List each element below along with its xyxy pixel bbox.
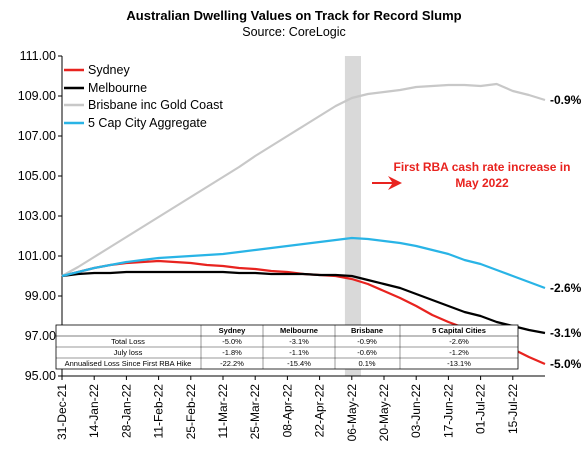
table-cell: -22.2%: [220, 359, 244, 368]
series-line-brisbane-inc-gold-coast: [61, 82, 546, 277]
table-header-5-capital-cities: 5 Capital Cities: [432, 326, 486, 335]
x-tick-label: 06-May-22: [345, 384, 359, 442]
legend-label-brisbane: Brisbane inc Gold Coast: [88, 98, 223, 112]
table-header-melbourne: Melbourne: [280, 326, 318, 335]
end-labels: -5.0% -3.1% -0.9% -2.6%: [550, 93, 582, 371]
x-tick-label: 28-Jan-22: [119, 384, 133, 438]
legend: Sydney Melbourne Brisbane inc Gold Coast…: [64, 63, 223, 130]
table-cell: -3.1%: [289, 337, 309, 346]
legend-label-5-cap-city: 5 Cap City Aggregate: [88, 116, 207, 130]
chart-title: Australian Dwelling Values on Track for …: [126, 8, 461, 23]
chart-subtitle: Source: CoreLogic: [242, 25, 346, 39]
x-tick-label: 22-Apr-22: [313, 384, 327, 438]
end-label-melbourne: -3.1%: [550, 326, 582, 340]
table-cell: -13.1%: [447, 359, 471, 368]
x-tick-label: 20-May-22: [377, 384, 391, 442]
rba-annotation: First RBA cash rate increase in May 2022: [372, 160, 570, 190]
table-header-sydney: Sydney: [219, 326, 247, 335]
x-tick-label: 25-Feb-22: [184, 384, 198, 440]
y-tick-label: 109.00: [18, 89, 56, 103]
table-cell: -0.9%: [357, 337, 377, 346]
table-cell: -15.4%: [287, 359, 311, 368]
y-tick-label: 99.00: [25, 289, 56, 303]
end-label-brisbane-inc-gold-coast: -0.9%: [550, 93, 582, 107]
table-cell: 0.1%: [358, 359, 375, 368]
x-tick-label: 08-Apr-22: [280, 384, 294, 438]
table-row-label: Total Loss: [111, 337, 145, 346]
table-row-label: Annualised Loss Since First RBA Hike: [65, 359, 192, 368]
annotation-line-1: First RBA cash rate increase in: [394, 160, 571, 174]
table-cell: -2.6%: [449, 337, 469, 346]
y-tick-label: 103.00: [18, 209, 56, 223]
table-header-brisbane: Brisbane: [351, 326, 383, 335]
end-label-sydney: -5.0%: [550, 357, 582, 371]
table-cell: -0.6%: [357, 348, 377, 357]
end-label-5-cap-city-aggregate: -2.6%: [550, 281, 582, 295]
loss-table: Sydney Melbourne Brisbane 5 Capital Citi…: [55, 324, 519, 370]
y-tick-label: 107.00: [18, 129, 56, 143]
table-cell: -1.2%: [449, 348, 469, 357]
annotation-arrow-icon: [372, 176, 402, 190]
y-tick-label: 95.00: [25, 369, 56, 383]
y-tick-label: 105.00: [18, 169, 56, 183]
x-tick-label: 11-Mar-22: [216, 384, 230, 439]
series-line-5-cap-city-aggregate: [61, 236, 546, 290]
rba-shaded-band-layer: [344, 56, 361, 376]
table-cell: -5.0%: [222, 337, 242, 346]
x-tick-label: 17-Jun-22: [441, 384, 455, 438]
annotation-line-2: May 2022: [455, 176, 509, 190]
rba-shaded-band: [344, 56, 361, 376]
x-tick-label: 25-Mar-22: [248, 384, 262, 440]
series-line-melbourne: [61, 270, 546, 335]
y-tick-label: 111.00: [20, 49, 56, 63]
x-tick-label: 14-Jan-22: [87, 384, 101, 438]
table-row-label: July loss: [114, 348, 143, 357]
x-tick-label: 31-Dec-21: [55, 384, 69, 440]
x-tick-label: 03-Jun-22: [409, 384, 423, 438]
y-tick-label: 101.00: [18, 249, 56, 263]
y-tick-labels: 95.00 97.00 99.00 101.00 103.00 105.00 107.00 1…: [18, 49, 62, 383]
x-tick-labels: 31-Dec-21 14-Jan-22 28-Jan-22 11-Feb-22 25-F…: [55, 376, 520, 441]
table-cell: -1.1%: [289, 348, 309, 357]
x-tick-label: 15-Jul-22: [506, 384, 520, 434]
x-tick-label: 11-Feb-22: [152, 384, 166, 439]
table-cell: -1.8%: [222, 348, 242, 357]
x-tick-label: 01-Jul-22: [474, 384, 488, 434]
legend-label-sydney: Sydney: [88, 63, 130, 77]
legend-label-melbourne: Melbourne: [88, 81, 147, 95]
y-tick-label: 97.00: [25, 329, 56, 343]
